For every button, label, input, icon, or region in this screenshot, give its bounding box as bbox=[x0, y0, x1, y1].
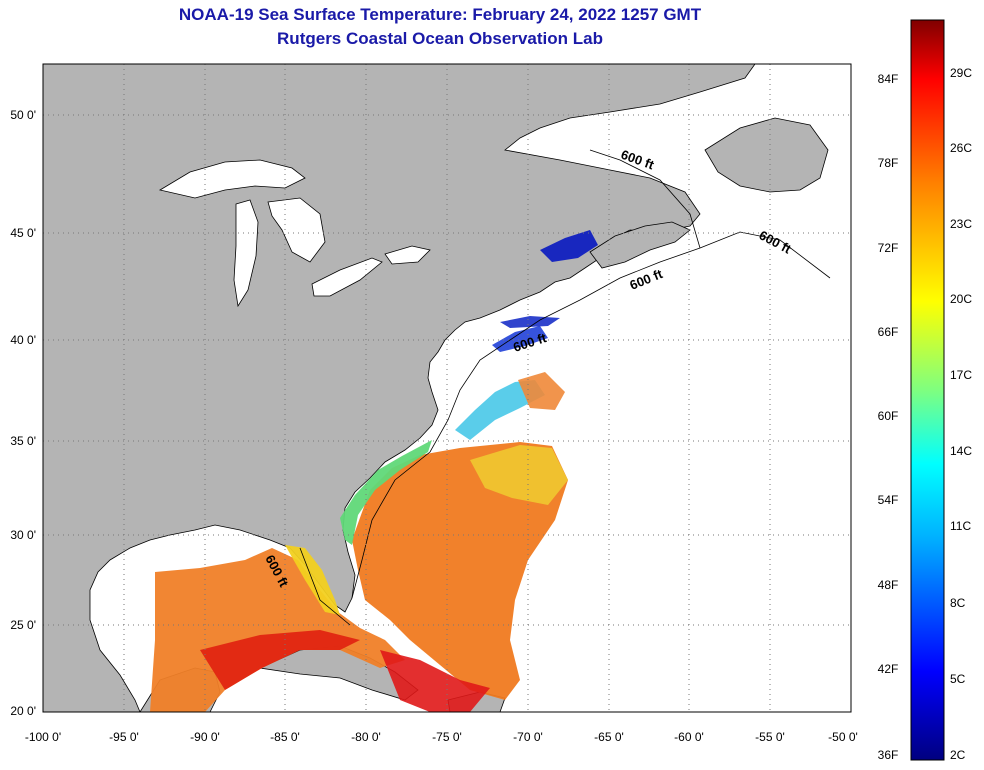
sst-caribbean-hot bbox=[380, 650, 490, 712]
sst-mid-atlantic-cool bbox=[455, 380, 545, 440]
lake-michigan bbox=[233, 199, 259, 308]
land-north-america bbox=[43, 64, 756, 712]
map-subtitle: Rutgers Coastal Ocean Observation Lab bbox=[277, 29, 603, 48]
colorbar-c-label: 14C bbox=[950, 444, 973, 458]
land-newfoundland bbox=[704, 117, 829, 193]
lake-erie bbox=[311, 257, 383, 297]
colorbar-c-label: 17C bbox=[950, 368, 973, 382]
colorbar-c-label: 11C bbox=[950, 519, 972, 533]
lat-tick-label: 30 0' bbox=[10, 528, 36, 542]
colorbar-c-label: 29C bbox=[950, 66, 973, 80]
colorbar-f-label: 60F bbox=[877, 409, 899, 423]
sst-gulf-south-hot bbox=[200, 630, 360, 690]
sst-gulf-of-maine-cold bbox=[540, 230, 598, 262]
lon-tick-label: -100 0' bbox=[24, 730, 62, 744]
lat-tick-label: 40 0' bbox=[10, 333, 36, 347]
colorbar-f-label: 54F bbox=[877, 493, 899, 507]
lon-tick-label: -60 0' bbox=[674, 730, 704, 744]
colorbar-f-label: 48F bbox=[877, 578, 899, 592]
sst-shelf-cold bbox=[492, 326, 548, 352]
colorbar bbox=[910, 19, 945, 761]
colorbar-f-label: 36F bbox=[877, 748, 899, 762]
lon-tick-label: -75 0' bbox=[432, 730, 462, 744]
lon-tick-label: -50 0' bbox=[828, 730, 858, 744]
lon-tick-label: -90 0' bbox=[190, 730, 220, 744]
colorbar-c-label: 20C bbox=[950, 292, 973, 306]
sst-atlantic-warm-yellow bbox=[470, 445, 568, 505]
graticule-grid bbox=[43, 64, 851, 712]
lon-tick-label: -65 0' bbox=[594, 730, 624, 744]
colorbar-f-label: 66F bbox=[877, 325, 899, 339]
colorbar-f-label: 42F bbox=[877, 662, 899, 676]
contour-600ft bbox=[299, 149, 831, 626]
lake-huron bbox=[267, 197, 326, 263]
lake-ontario bbox=[384, 245, 431, 265]
lat-tick-label: 25 0' bbox=[10, 618, 36, 632]
lat-tick-label: 50 0' bbox=[10, 108, 36, 122]
colorbar-c-label: 8C bbox=[950, 596, 966, 610]
colorbar-c-label: 23C bbox=[950, 217, 973, 231]
lon-tick-label: -95 0' bbox=[109, 730, 139, 744]
colorbar-f-label: 72F bbox=[877, 241, 899, 255]
lon-tick-label: -80 0' bbox=[351, 730, 381, 744]
lat-tick-label: 45 0' bbox=[10, 226, 36, 240]
sst-cold-patch-ns bbox=[500, 316, 560, 328]
lon-tick-label: -85 0' bbox=[270, 730, 300, 744]
colorbar-c-label: 5C bbox=[950, 672, 966, 686]
lake-superior bbox=[158, 159, 306, 199]
lat-tick-label: 35 0' bbox=[10, 434, 36, 448]
lat-tick-label: 20 0' bbox=[10, 704, 36, 718]
land-nova-scotia bbox=[589, 221, 691, 269]
colorbar-f-label: 84F bbox=[877, 72, 899, 86]
colorbar-f-label: 78F bbox=[877, 156, 899, 170]
sst-carolina-shelf-cool bbox=[340, 440, 432, 545]
sst-gulf-stream-atlantic bbox=[352, 442, 568, 700]
map-title: NOAA-19 Sea Surface Temperature: Februar… bbox=[178, 5, 702, 24]
sst-warm-core bbox=[518, 372, 565, 410]
lon-tick-label: -70 0' bbox=[513, 730, 543, 744]
lon-tick-label: -55 0' bbox=[755, 730, 785, 744]
map-frame bbox=[42, 63, 852, 713]
colorbar-c-label: 2C bbox=[950, 748, 966, 762]
colorbar-c-label: 26C bbox=[950, 141, 973, 155]
